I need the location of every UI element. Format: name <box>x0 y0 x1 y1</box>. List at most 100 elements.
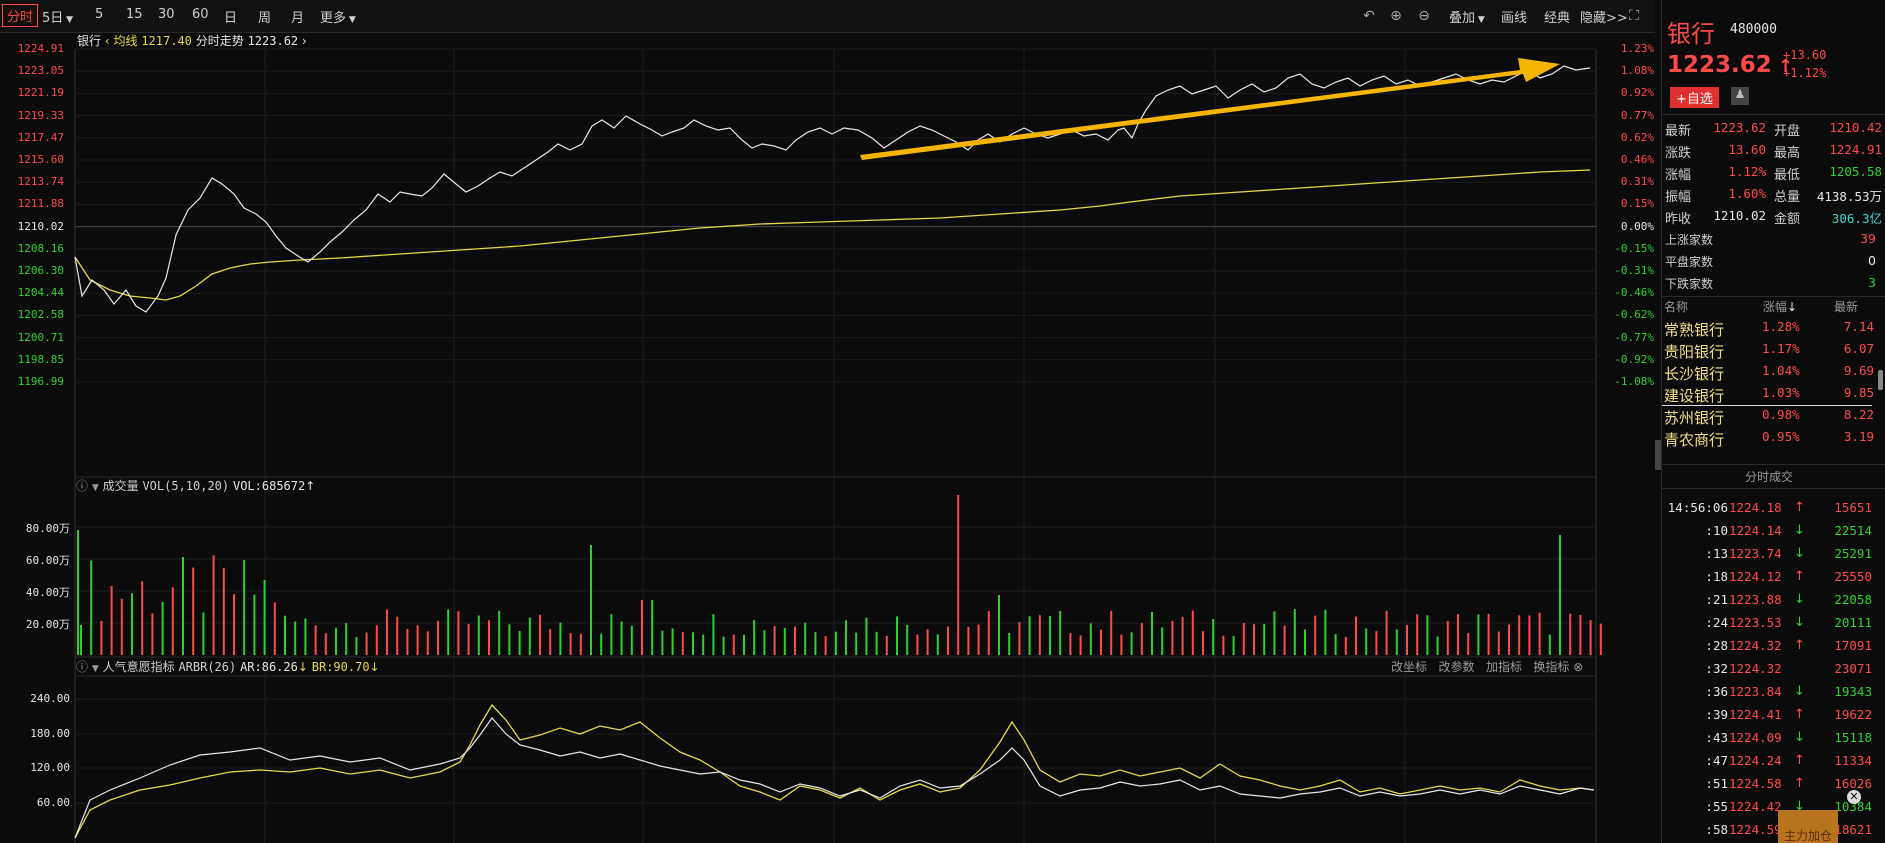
chart-toolbar: 分时 5日 ▼ 5 15 30 60 日 周 月 更多 ▼ ↶ ⊕ ⊖ 叠加 ▼… <box>0 0 1655 33</box>
quote-value: 1210.02 <box>1713 208 1766 223</box>
chevron-down-icon: ▼ <box>63 15 74 25</box>
draw-line-button[interactable]: 画线 <box>1501 11 1528 26</box>
constituent-name[interactable]: 长沙银行 <box>1664 365 1725 383</box>
list-header-change[interactable]: 涨幅↓ <box>1763 298 1797 315</box>
change-params-button[interactable]: 改参数 <box>1438 660 1475 674</box>
divider <box>1661 464 1885 465</box>
period-tab-5min[interactable]: 5 <box>95 7 104 22</box>
switch-indicator-button[interactable]: 换指标 <box>1533 660 1570 674</box>
period-tab-month[interactable]: 月 <box>291 11 305 26</box>
tick-time: :58 <box>1705 822 1728 837</box>
volume-bar <box>1385 610 1388 655</box>
main-force-promo[interactable]: 主力加仓 <box>1778 810 1838 843</box>
more-periods-menu[interactable]: 更多 ▼ <box>320 7 356 26</box>
zoom-out-icon[interactable]: ⊖ <box>1418 8 1430 24</box>
arrow-up-icon: ↑ <box>1794 707 1805 722</box>
quote-label: 最新 <box>1665 124 1692 139</box>
tick-price: 1223.84 <box>1729 684 1782 699</box>
volume-bar <box>845 620 847 655</box>
tick-volume: 19343 <box>1834 684 1872 699</box>
price-tick-label: 1223.05 <box>17 64 64 78</box>
volume-bar <box>345 623 348 655</box>
change-axis-button[interactable]: 改坐标 <box>1391 660 1428 674</box>
volume-bar <box>1008 633 1011 655</box>
fullscreen-icon[interactable]: ⛶ <box>1629 8 1639 24</box>
chevron-left-icon[interactable]: ‹ <box>104 34 110 48</box>
constituent-name[interactable]: 青农商行 <box>1664 431 1725 449</box>
period-tab-60min[interactable]: 60 <box>192 7 209 22</box>
constituent-name[interactable]: 建设银行 <box>1664 387 1725 405</box>
undo-icon[interactable]: ↶ <box>1363 8 1375 24</box>
period-tab-week[interactable]: 周 <box>258 11 272 26</box>
chart-index-name: 银行 <box>77 34 102 48</box>
tick-time: :13 <box>1705 546 1728 561</box>
price-tick-label: 1200.71 <box>17 330 64 344</box>
period-tab-5day[interactable]: 5日 ▼ <box>42 7 73 26</box>
tick-time: :24 <box>1705 615 1728 630</box>
chevron-right-icon[interactable]: › <box>301 34 307 48</box>
volume-bar <box>120 598 123 655</box>
volume-bar <box>192 567 195 655</box>
constituent-name[interactable]: 贵阳银行 <box>1664 343 1725 361</box>
tick-volume: 20111 <box>1834 615 1872 630</box>
tick-volume: 10384 <box>1834 799 1872 814</box>
arbr-pane-header: ⓘ ▼ 人气意愿指标 ARBR(26) AR:86.26↓ BR:90.70↓ <box>76 658 380 675</box>
volume-bar <box>743 634 745 655</box>
volume-bar <box>549 629 552 655</box>
percent-tick-label: -0.92% <box>1614 352 1654 366</box>
volume-bar <box>1416 614 1419 655</box>
volume-bar <box>865 617 868 655</box>
list-header-price[interactable]: 最新 <box>1834 300 1859 314</box>
tick-time: :43 <box>1705 730 1728 745</box>
help-icon[interactable]: ⓘ <box>76 479 89 493</box>
volume-bar <box>100 620 103 655</box>
period-tab-intraday[interactable]: 分时 <box>2 4 39 27</box>
tick-volume: 25291 <box>1834 546 1872 561</box>
list-header-name[interactable]: 名称 <box>1664 300 1689 314</box>
splitter-handle[interactable] <box>1655 440 1661 470</box>
alert-bell-icon[interactable]: ♟ <box>1731 87 1749 105</box>
period-tab-15min[interactable]: 15 <box>126 7 143 22</box>
add-watchlist-button[interactable]: +自选 <box>1670 87 1719 108</box>
arbr-tick-label: 240.00 <box>30 692 70 705</box>
tick-price: 1224.41 <box>1729 707 1782 722</box>
period-tab-day[interactable]: 日 <box>224 11 238 26</box>
list-scrollbar[interactable] <box>1878 370 1883 390</box>
help-icon[interactable]: ⓘ <box>76 660 89 674</box>
volume-bar <box>692 632 694 655</box>
tick-price: 1224.59 <box>1729 822 1782 837</box>
volume-bar <box>916 634 919 655</box>
close-icon[interactable]: ✕ <box>1847 790 1861 804</box>
volume-bar <box>1212 619 1215 655</box>
percent-tick-label: -0.15% <box>1614 241 1654 255</box>
overlay-menu[interactable]: 叠加 ▼ <box>1449 7 1485 26</box>
zoom-in-icon[interactable]: ⊕ <box>1390 8 1402 24</box>
volume-bar <box>763 630 766 655</box>
classic-button[interactable]: 经典 <box>1544 11 1571 26</box>
price-tick-label: 1210.02 <box>17 219 64 233</box>
volume-bar <box>396 616 399 655</box>
volume-bar <box>1446 621 1449 655</box>
volume-bar <box>406 629 409 655</box>
sort-desc-icon: ↓ <box>1787 300 1798 314</box>
br-line <box>74 703 1595 839</box>
tick-price: 1224.42 <box>1729 799 1782 814</box>
volume-bar <box>416 625 419 655</box>
collapse-icon[interactable]: ▼ <box>91 664 99 674</box>
tick-volume: 15651 <box>1834 500 1872 515</box>
add-indicator-button[interactable]: 加指标 <box>1485 660 1522 674</box>
price-tick-label: 1215.60 <box>17 153 64 166</box>
intraday-chart[interactable] <box>0 0 1660 843</box>
volume-bar <box>110 585 113 655</box>
volume-bar <box>896 616 898 655</box>
arbr-tick-label: 60.00 <box>36 796 70 809</box>
volume-bar <box>1548 634 1551 655</box>
volume-bar <box>539 614 541 655</box>
period-tab-30min[interactable]: 30 <box>158 7 175 22</box>
constituent-name[interactable]: 苏州银行 <box>1664 409 1725 427</box>
collapse-icon[interactable]: ▼ <box>91 483 99 493</box>
hide-button[interactable]: 隐藏>> <box>1580 11 1628 26</box>
percent-tick-label: 0.15% <box>1620 197 1654 211</box>
constituent-name[interactable]: 常熟银行 <box>1664 321 1725 339</box>
close-icon[interactable]: ⊗ <box>1573 660 1584 674</box>
